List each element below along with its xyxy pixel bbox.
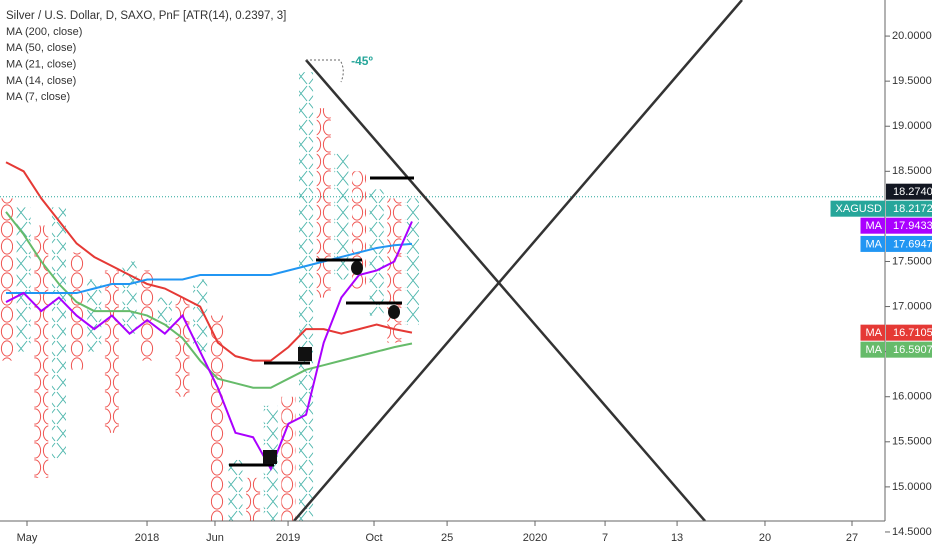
o-column (387, 198, 402, 343)
indicator-label: MA (14, close) (6, 75, 76, 87)
ma-line (5, 161, 413, 362)
y-tick-label: 17.5000 (892, 255, 932, 267)
price-axis (885, 0, 932, 550)
angle-label: -45º (351, 54, 373, 68)
price-badge-name-bg (860, 217, 885, 234)
price-badge-label: 16.5907 (893, 344, 932, 356)
x-column (87, 279, 102, 352)
o-column (104, 270, 119, 433)
price-badge (886, 235, 932, 252)
y-tick-label: 15.5000 (892, 436, 932, 448)
y-tick-label: 20.0000 (892, 30, 932, 42)
price-badge-name: MA (866, 238, 883, 250)
price-badge-name-bg (830, 200, 885, 217)
x-tick-label: May (17, 532, 38, 544)
x-tick-label: 7 (602, 532, 608, 544)
x-column (16, 207, 31, 352)
price-badge-name: MA (866, 220, 883, 232)
x-tick-label: 2018 (135, 532, 159, 544)
x-column (51, 207, 66, 460)
x-tick-label: 20 (759, 532, 771, 544)
indicator-label: MA (7, close) (6, 91, 70, 103)
price-badge-name-bg (860, 324, 885, 341)
o-column (175, 297, 190, 397)
x-tick-label: 13 (671, 532, 683, 544)
x-column (157, 297, 172, 325)
ma-line (5, 221, 413, 472)
y-tick-label: 19.0000 (892, 120, 932, 132)
indicator-label: MA (200, close) (6, 26, 82, 38)
y-tick-label: 19.5000 (892, 75, 932, 87)
price-badge-label: 17.6947 (893, 238, 932, 250)
indicator-label: MA (21, close) (6, 59, 76, 71)
price-badge (886, 183, 932, 200)
o-column (210, 315, 225, 521)
y-tick-label: 17.0000 (892, 300, 932, 312)
y-tick-label: 15.0000 (892, 481, 932, 493)
signal-dot (388, 305, 400, 319)
o-column (316, 108, 331, 298)
x-tick-label: Jun (206, 532, 224, 544)
o-column (281, 396, 296, 521)
o-column (69, 252, 84, 370)
x-tick-label: 2019 (276, 532, 300, 544)
ma-line (6, 242, 413, 295)
x-tick-label: 27 (846, 532, 858, 544)
signal-dot (351, 261, 363, 275)
y-tick-label: 16.0000 (892, 391, 932, 403)
x-column (228, 459, 243, 521)
x-column (369, 189, 384, 316)
x-tick-label: Oct (365, 532, 382, 544)
axes: 20.0000 19.5000 19.0000 18.5000 17.5000 17.00… (17, 30, 932, 544)
price-badge-name: MA (866, 327, 883, 339)
x-column (299, 72, 314, 521)
trend-line (293, 0, 743, 521)
drawings (229, 0, 743, 521)
price-badge (886, 200, 932, 217)
price-badge-name-bg (860, 341, 885, 358)
x-column (122, 261, 137, 334)
x-tick-label: 2020 (523, 532, 547, 544)
price-badge-name: MA (866, 344, 883, 356)
o-column (246, 477, 261, 521)
price-badge-label: 16.7105 (893, 327, 932, 339)
y-tick-label: 14.5000 (892, 526, 932, 538)
price-badge-label: 18.2172 (893, 203, 932, 215)
price-badge (886, 341, 932, 358)
x-tick-label: 25 (441, 532, 453, 544)
x-column (193, 279, 208, 352)
o-column (0, 198, 14, 361)
o-column (34, 225, 49, 478)
price-badge-label: 18.2740 (893, 186, 932, 198)
price-badge-name-bg (860, 235, 885, 252)
price-badge (886, 324, 932, 341)
trend-line (305, 59, 706, 521)
price-badge (886, 217, 932, 234)
price-badge-label: 17.9433 (893, 220, 932, 232)
legend: Silver / U.S. Dollar, D, SAXO, PnF [ATR(… (6, 10, 286, 103)
price-badge-name: XAGUSD (836, 203, 883, 215)
y-tick-label: 18.5000 (892, 165, 932, 177)
signal-box (298, 347, 312, 361)
chart-title: Silver / U.S. Dollar, D, SAXO, PnF [ATR(… (6, 10, 286, 22)
x-column (404, 198, 419, 325)
signal-box (263, 450, 277, 464)
indicator-label: MA (50, close) (6, 42, 76, 54)
x-column (334, 153, 349, 280)
